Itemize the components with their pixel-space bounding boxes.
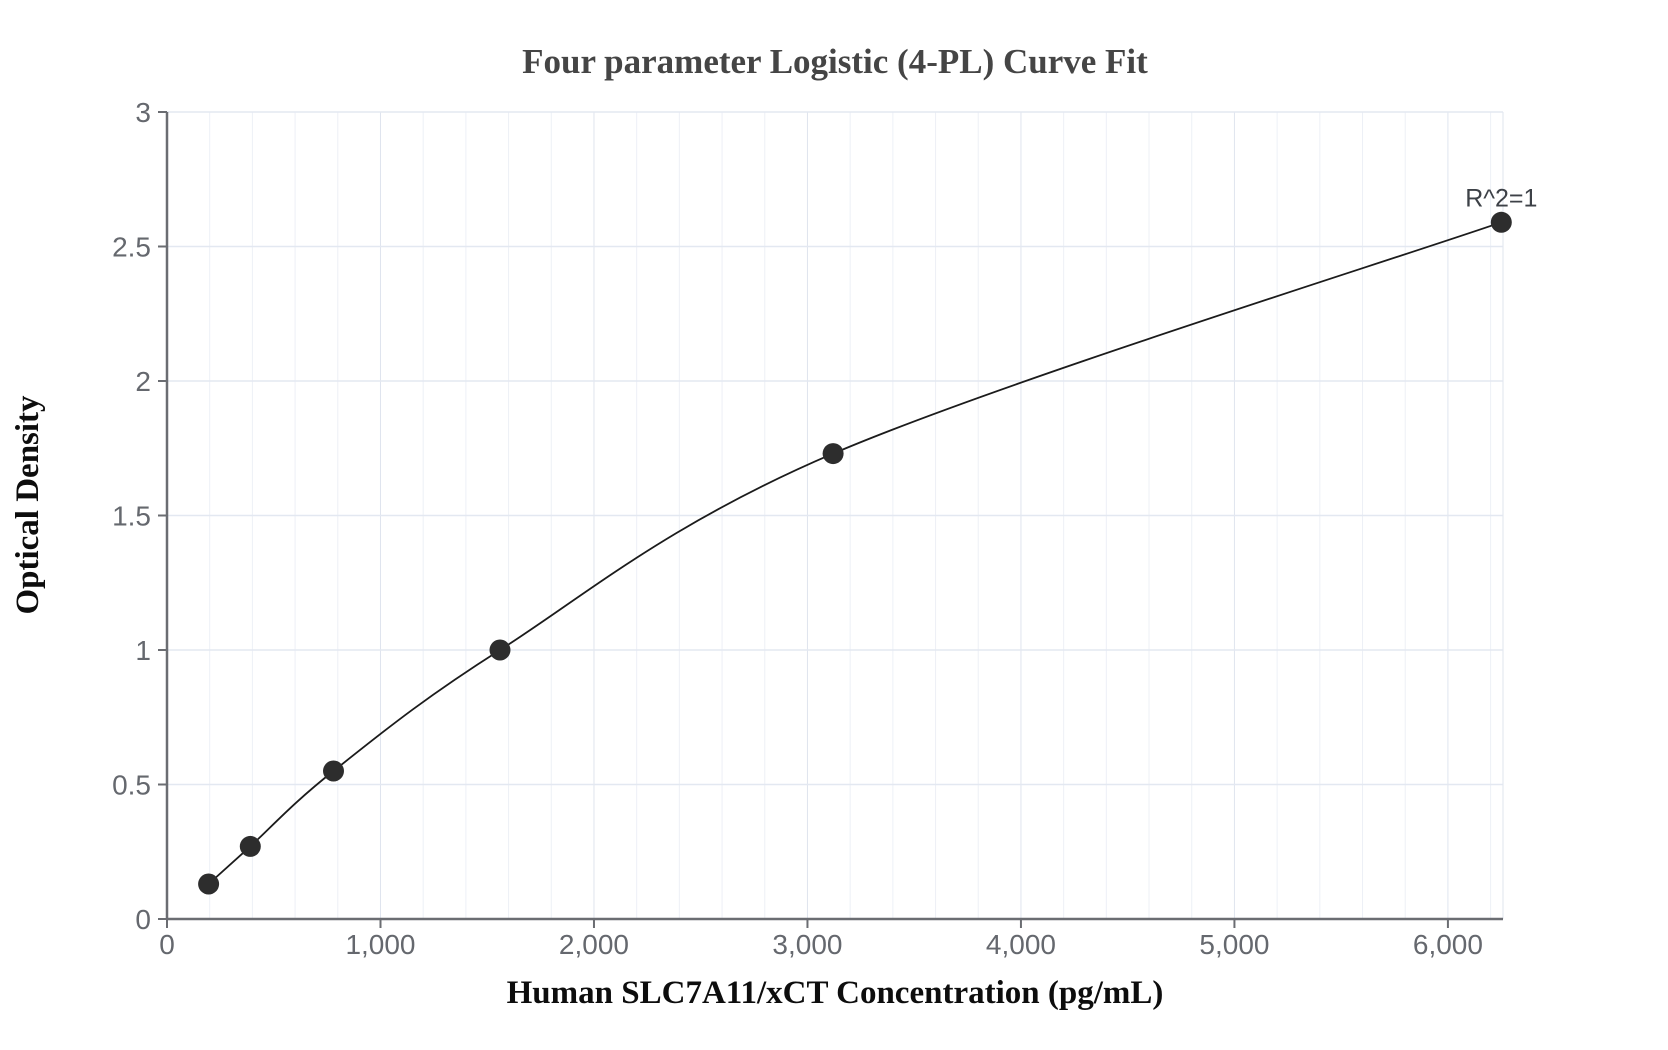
x-tick-label: 5,000 xyxy=(1199,929,1269,960)
r-squared-annotation: R^2=1 xyxy=(1465,184,1537,212)
fit-curve xyxy=(208,221,1502,885)
y-tick-label: 0 xyxy=(135,904,151,935)
x-tick-labels: 0 1,000 2,000 3,000 4,000 5,000 6,000 xyxy=(159,929,1483,960)
y-tick-label: 2.5 xyxy=(112,232,151,263)
y-tick-label: 1.5 xyxy=(112,501,151,532)
y-tick-label: 1 xyxy=(135,635,151,666)
x-tick-label: 1,000 xyxy=(345,929,415,960)
y-tick-label: 3 xyxy=(135,97,151,128)
y-axis-label: Optical Density xyxy=(10,395,46,615)
data-point xyxy=(822,443,844,465)
data-point xyxy=(1490,211,1512,233)
axes xyxy=(158,111,1503,928)
y-tick-label: 0.5 xyxy=(112,770,151,801)
x-tick-label: 2,000 xyxy=(559,929,629,960)
x-tick-label: 6,000 xyxy=(1413,929,1483,960)
data-points xyxy=(198,211,1512,895)
chart-title: Four parameter Logistic (4-PL) Curve Fit xyxy=(522,42,1148,81)
data-point xyxy=(489,639,511,661)
gridlines xyxy=(167,111,1504,919)
x-tick-label: 4,000 xyxy=(986,929,1056,960)
x-tick-label: 0 xyxy=(159,929,175,960)
x-tick-label: 3,000 xyxy=(772,929,842,960)
y-tick-labels: 0 0.5 1 1.5 2 2.5 3 xyxy=(112,97,151,935)
x-axis-label: Human SLC7A11/xCT Concentration (pg/mL) xyxy=(507,975,1164,1011)
data-point xyxy=(323,760,344,782)
data-point xyxy=(239,835,261,857)
y-tick-label: 2 xyxy=(135,366,151,397)
data-point xyxy=(198,873,220,895)
